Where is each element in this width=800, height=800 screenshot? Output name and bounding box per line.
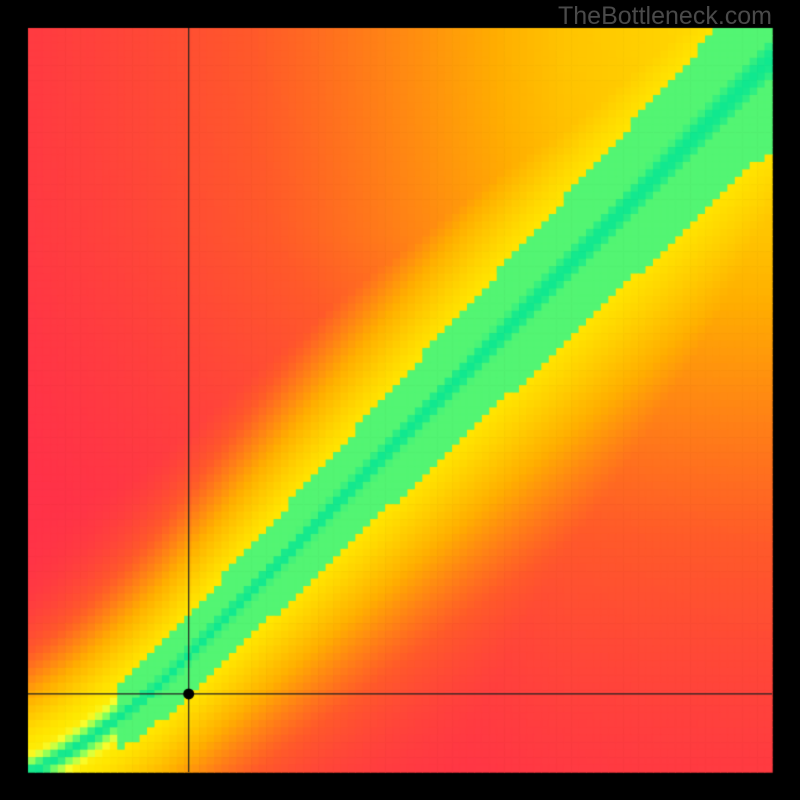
chart-container: { "canvas": { "width": 800, "height": 80… [0,0,800,800]
bottleneck-heatmap [0,0,800,800]
watermark-text: TheBottleneck.com [558,2,772,31]
